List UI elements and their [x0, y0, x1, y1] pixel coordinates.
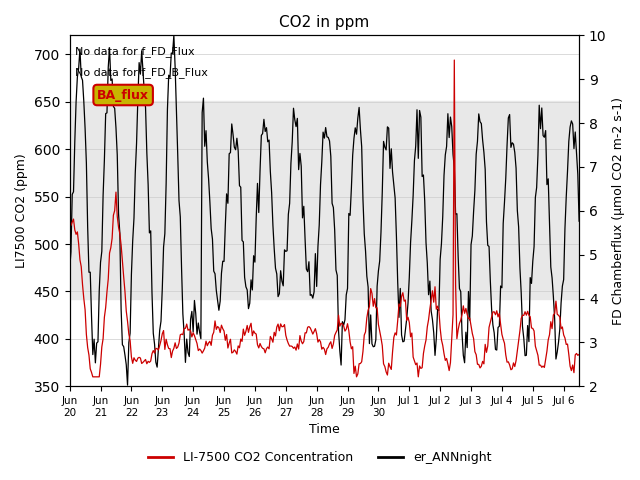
Text: No data for f_FD_B_Flux: No data for f_FD_B_Flux: [75, 67, 207, 78]
Text: No data for f_FD_Flux: No data for f_FD_Flux: [75, 46, 195, 57]
Y-axis label: LI7500 CO2 (ppm): LI7500 CO2 (ppm): [15, 154, 28, 268]
X-axis label: Time: Time: [309, 423, 340, 436]
Bar: [70, 101, 579, 299]
Y-axis label: FD Chamberflux (μmol CO2 m-2 s-1): FD Chamberflux (μmol CO2 m-2 s-1): [612, 97, 625, 325]
Title: CO2 in ppm: CO2 in ppm: [279, 15, 369, 30]
Text: BA_flux: BA_flux: [97, 88, 149, 101]
Legend: LI-7500 CO2 Concentration, er_ANNnight: LI-7500 CO2 Concentration, er_ANNnight: [143, 446, 497, 469]
